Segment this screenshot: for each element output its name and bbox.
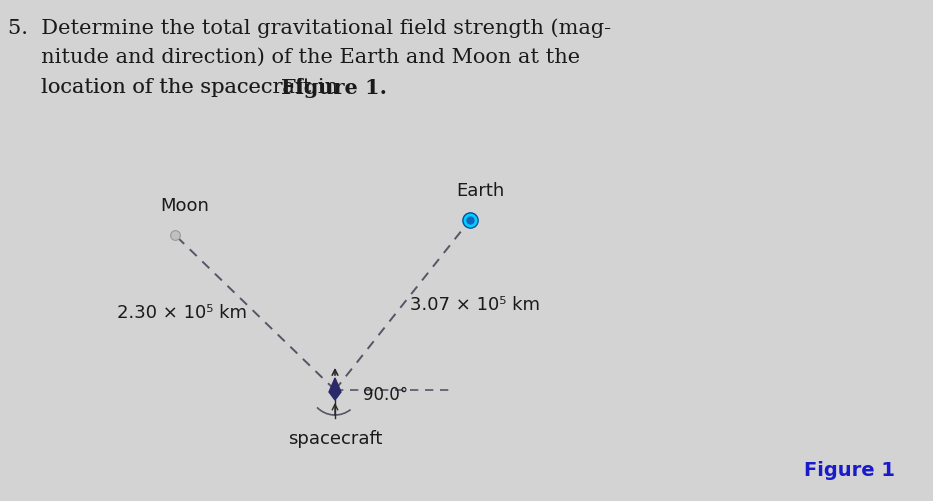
Text: location of the spacecraft in: location of the spacecraft in [8,78,345,97]
Text: location of the spacecraft in: location of the spacecraft in [8,78,345,97]
Text: Moon: Moon [160,197,209,215]
Text: Figure 1: Figure 1 [804,460,896,479]
Text: spacecraft: spacecraft [287,430,383,448]
Text: 90.0°: 90.0° [363,386,408,404]
Polygon shape [329,378,341,400]
Text: Figure 1.: Figure 1. [281,78,387,98]
Text: location of the spacecraft in Figure 1.: location of the spacecraft in Figure 1. [8,78,441,97]
Text: 5.  Determine the total gravitational field strength (mag-: 5. Determine the total gravitational fie… [8,18,611,38]
Text: 2.30 × 10⁵ km: 2.30 × 10⁵ km [117,304,247,322]
Text: 3.07 × 10⁵ km: 3.07 × 10⁵ km [411,296,540,314]
Text: nitude and direction) of the Earth and Moon at the: nitude and direction) of the Earth and M… [8,48,580,67]
Text: Earth: Earth [456,182,504,200]
